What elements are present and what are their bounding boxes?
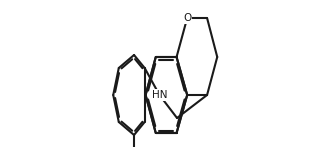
Text: O: O bbox=[183, 13, 191, 23]
Text: HN: HN bbox=[152, 90, 167, 100]
